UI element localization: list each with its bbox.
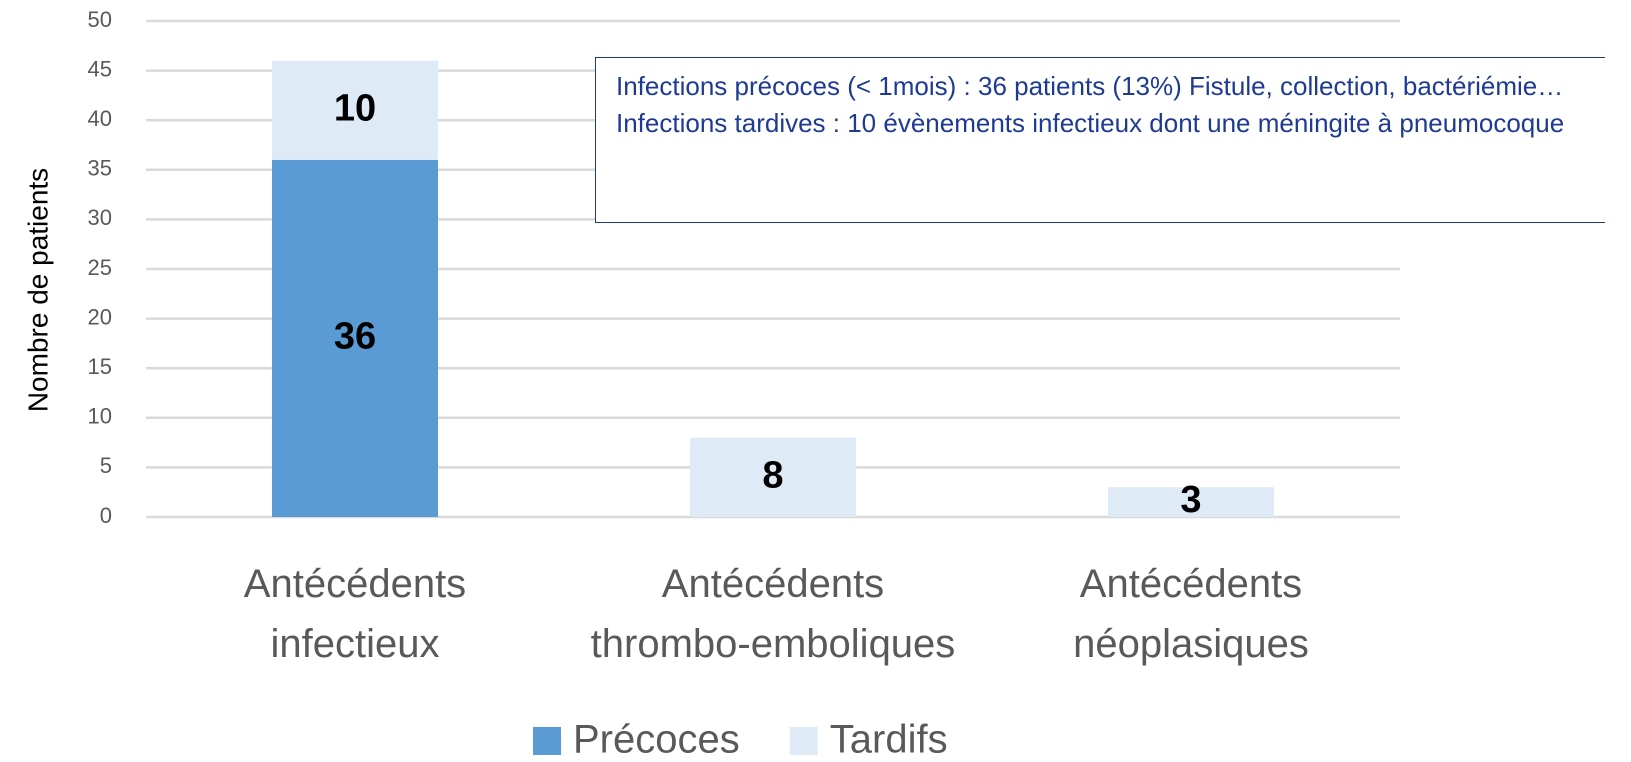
y-tick-label: 0 xyxy=(100,503,112,528)
y-tick-label: 30 xyxy=(88,205,112,230)
bar-segment xyxy=(1108,487,1274,517)
y-tick-label: 35 xyxy=(88,156,112,181)
bar-segment xyxy=(690,437,856,517)
y-tick-label: 10 xyxy=(88,404,112,429)
data-label: 10 xyxy=(334,87,376,129)
data-label: 8 xyxy=(762,454,783,496)
y-tick-label: 45 xyxy=(88,56,112,81)
x-tick-label: Antécédents thrombo-emboliques xyxy=(591,562,956,666)
annotation: Infections précoces (< 1mois) : 36 patie… xyxy=(595,57,1605,223)
legend-swatch xyxy=(789,727,818,755)
y-tick-label: 50 xyxy=(88,7,112,32)
x-tick-label: Antécédents néoplasiques xyxy=(1073,562,1309,666)
x-tick-label: Antécédents infectieux xyxy=(244,562,466,666)
y-tick-label: 25 xyxy=(88,255,112,280)
legend-label: Tardifs xyxy=(830,718,948,762)
annotation-line: Infections précoces (< 1mois) : 36 patie… xyxy=(616,71,1564,101)
y-tick-label: 15 xyxy=(88,354,112,379)
y-axis-label: Nombre de patients xyxy=(22,168,53,412)
data-label: 3 xyxy=(1180,479,1201,521)
bar-segment xyxy=(272,159,438,517)
annotation-line: Infections tardives : 10 évènements infe… xyxy=(616,108,1565,138)
data-label: 36 xyxy=(334,315,376,357)
legend-swatch xyxy=(533,727,561,755)
bar-segment xyxy=(272,60,438,160)
legend-label: Précoces xyxy=(573,718,740,762)
y-tick-label: 5 xyxy=(100,453,112,478)
y-tick-label: 40 xyxy=(88,106,112,131)
y-tick-label: 20 xyxy=(88,304,112,329)
